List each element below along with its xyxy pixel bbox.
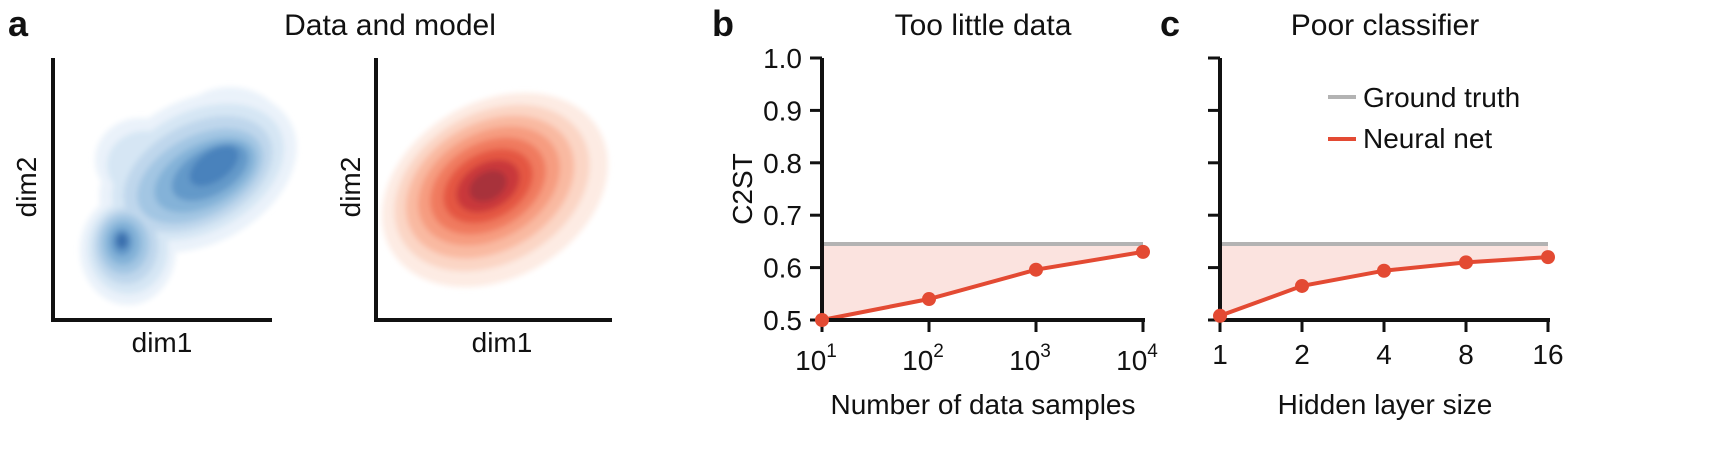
panel-c-chart: c Poor classifier 1 2 4 8 16 Hidden layer size (1160, 3, 1564, 420)
data-point-neural-net (1541, 250, 1555, 265)
model-density-axes (374, 58, 612, 322)
panel-b-chart: b Too little data 0.5 0.6 0.7 0.8 0.9 1.0 101 102… (712, 3, 1158, 420)
legend-label-neural-net: Neural net (1363, 123, 1492, 154)
model-density-plot: dim1 dim2 (335, 58, 612, 358)
panel-a-title: Data and model (284, 9, 496, 42)
data-density-axes (51, 58, 272, 322)
x-tick-label: 16 (1532, 339, 1563, 370)
y-tick-label: 0.8 (763, 148, 802, 179)
x-axis-label: Number of data samples (830, 389, 1135, 420)
y-tick-label: 0.7 (763, 200, 802, 231)
data-point-neural-net (1295, 278, 1309, 293)
y-tick-label: 1.0 (763, 43, 802, 74)
x-tick-label: 101 (795, 341, 837, 376)
model-density-xlabel: dim1 (472, 327, 533, 358)
data-point-neural-net (1029, 262, 1043, 277)
panel-letter-a: a (8, 3, 29, 44)
data-density-ylabel: dim2 (11, 157, 42, 218)
data-point-neural-net (1213, 308, 1227, 323)
legend-label-ground-truth: Ground truth (1363, 82, 1520, 113)
data-point-neural-net (815, 313, 829, 327)
x-tick-label: 103 (1009, 341, 1051, 376)
data-point-neural-net (1459, 255, 1473, 270)
x-tick-label: 4 (1376, 339, 1392, 370)
model-density-ylabel: dim2 (335, 157, 366, 218)
data-point-neural-net (1136, 244, 1150, 259)
x-tick-label: 102 (902, 341, 944, 376)
y-tick-label: 0.9 (763, 95, 802, 126)
fill-between-region (822, 244, 1143, 320)
y-tick-label: 0.5 (763, 305, 802, 336)
panel-letter-b: b (712, 3, 734, 44)
x-tick-label: 2 (1294, 339, 1310, 370)
y-tick-label: 0.6 (763, 253, 802, 284)
fill-between-region (1220, 244, 1548, 316)
data-point-neural-net (922, 292, 936, 307)
x-tick-label: 1 (1212, 339, 1228, 370)
panel-letter-c: c (1160, 3, 1180, 44)
x-axis-label: Hidden layer size (1278, 389, 1493, 420)
data-point-neural-net (1377, 263, 1391, 278)
chart-title-c: Poor classifier (1291, 9, 1479, 42)
data-density-xlabel: dim1 (132, 327, 193, 358)
data-density-contours (80, 87, 297, 305)
chart-title-b: Too little data (895, 9, 1072, 42)
y-axis-label: C2ST (727, 153, 758, 225)
data-density-plot: dim1 dim2 (11, 58, 297, 358)
legend: Ground truth Neural net (1328, 82, 1520, 154)
x-tick-label: 8 (1458, 339, 1474, 370)
x-tick-label: 104 (1116, 341, 1158, 376)
series-line-neural-net (821, 249, 1144, 322)
model-density-contours (382, 93, 608, 287)
